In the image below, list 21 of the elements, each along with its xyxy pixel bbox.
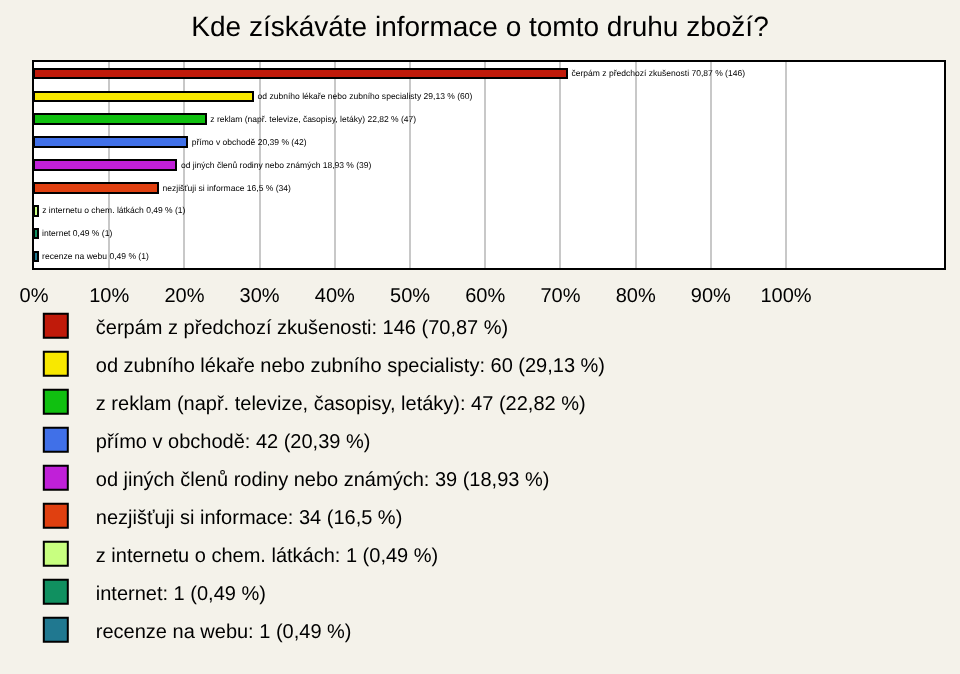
legend-label: z reklam (např. televize, časopisy, letáky): 47 (22,82 %)	[95, 393, 586, 416]
legend-label: přímo v obchodě: 42 (20,39 %)	[95, 431, 371, 454]
x-tick-label: 80%	[615, 286, 656, 308]
x-tick-label: 10%	[89, 286, 130, 308]
x-tick-label: 100%	[760, 286, 812, 308]
legend-label: nezjišťuji si informace: 34 (16,5 %)	[95, 507, 403, 530]
x-tick-label: 0%	[19, 286, 49, 308]
x-tick-label: 60%	[465, 286, 506, 308]
legend-label: z internetu o chem. látkách: 1 (0,49 %)	[95, 545, 439, 568]
x-tick-label: 20%	[164, 286, 205, 308]
chart-title: Kde získáváte informace o tomto druhu zboží?	[191, 10, 770, 43]
legend-label: recenze na webu: 1 (0,49 %)	[95, 621, 352, 644]
x-tick-label: 40%	[314, 286, 356, 308]
legend-label: od jiných členů rodiny nebo známých: 39 (18,93 %)	[95, 467, 550, 492]
legend-label: od zubního lékaře nebo zubního specialisty: 60 (29,13 %)	[95, 355, 606, 378]
x-tick-label: 70%	[540, 286, 581, 308]
x-tick-label: 50%	[390, 286, 431, 308]
legend-label: internet: 1 (0,49 %)	[95, 583, 266, 606]
x-tick-label: 90%	[690, 286, 732, 308]
legend-label: čerpám z předchozí zkušenosti: 146 (70,87 %)	[95, 317, 509, 340]
x-tick-label: 30%	[239, 286, 280, 308]
